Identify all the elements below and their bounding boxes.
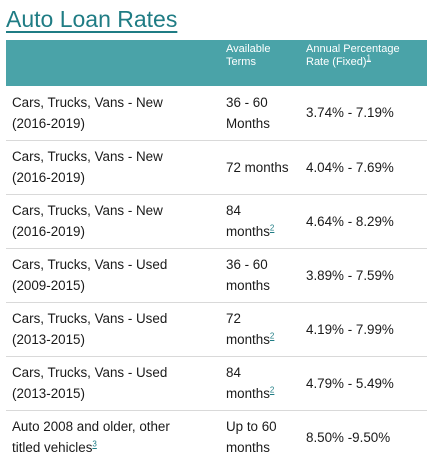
- table-row: Cars, Trucks, Vans - Used (2013-2015) 84 mo…: [6, 356, 427, 411]
- terms-line1: Up to 60: [226, 419, 277, 435]
- available-terms-cell: 36 - 60 months: [216, 248, 298, 303]
- header-apr-line1: Annual Percentage: [306, 43, 400, 55]
- vehicle-type-line2: (2013-2015): [12, 386, 85, 401]
- table-row: Cars, Trucks, Vans - Used (2013-2015) 72 mo…: [6, 302, 427, 357]
- footnote-2-link[interactable]: 2: [269, 331, 275, 341]
- terms-line2: months: [226, 332, 270, 347]
- terms-line1: 72: [226, 311, 241, 326]
- table-row: Cars, Trucks, Vans - New (2016-2019) 72 mo…: [6, 140, 427, 195]
- table-header-row: Available Terms Annual Percentage Rate (Fi…: [6, 40, 427, 86]
- vehicle-type-line1: Cars, Trucks, Vans - Used: [12, 365, 168, 380]
- vehicle-type-line1: Cars, Trucks, Vans - Used: [12, 257, 168, 272]
- vehicle-type-cell: Cars, Trucks, Vans - New (2016-2019): [6, 140, 216, 195]
- terms-line1: 36 - 60: [226, 94, 268, 110]
- vehicle-type-cell: Auto 2008 and older, other titled vehicle…: [6, 410, 216, 464]
- terms-line2: Months: [226, 115, 270, 131]
- vehicle-type-cell: Cars, Trucks, Vans - Used (2013-2015): [6, 302, 216, 357]
- footnote-3-link[interactable]: 3: [92, 439, 97, 449]
- available-terms-cell: 72 months: [216, 140, 298, 195]
- terms-line2: months: [226, 440, 270, 456]
- terms-line1: 72 months: [226, 159, 289, 175]
- auto-loan-rates-table: Available Terms Annual Percentage Rate (Fi…: [6, 40, 427, 464]
- footnote-2-link[interactable]: 2: [269, 385, 275, 395]
- apr-cell: 4.64% - 8.29%: [298, 194, 427, 249]
- apr-cell: 8.50% -9.50%: [306, 429, 391, 445]
- apr-cell: 3.89% - 7.59%: [298, 248, 427, 303]
- table-row: Cars, Trucks, Vans - New (2016-2019) 36 - …: [6, 86, 427, 141]
- apr-cell: 4.79% - 5.49%: [298, 356, 427, 411]
- header-available-terms: Available Terms: [216, 40, 298, 86]
- terms-line1: 36 - 60: [226, 257, 268, 272]
- vehicle-type-line2: (2009-2015): [12, 278, 85, 293]
- table-row: Auto 2008 and older, other titled vehicle…: [6, 410, 427, 464]
- terms-line2: months: [226, 224, 270, 239]
- vehicle-type-cell: Cars, Trucks, Vans - Used (2013-2015): [6, 356, 216, 411]
- vehicle-type-line1: Cars, Trucks, Vans - Used: [12, 311, 168, 326]
- vehicle-type-cell: Cars, Trucks, Vans - New (2016-2019): [6, 194, 216, 249]
- apr-cell: 3.74% - 7.19%: [298, 86, 427, 141]
- available-terms-cell: 36 - 60 Months: [216, 86, 298, 141]
- table-row: Cars, Trucks, Vans - Used (2009-2015) 36 -…: [6, 248, 427, 303]
- table-row: Cars, Trucks, Vans - New (2016-2019) 84 mon…: [6, 194, 427, 249]
- page-title-link[interactable]: Auto Loan Rates: [6, 6, 178, 32]
- vehicle-type-cell: Cars, Trucks, Vans - New (2016-2019): [6, 86, 216, 141]
- vehicle-type-line2: (2016-2019): [12, 224, 85, 239]
- header-vehicle-type: [6, 40, 216, 86]
- vehicle-type-line2: (2016-2019): [12, 115, 85, 131]
- apr-cell: 4.19% - 7.99%: [298, 302, 427, 357]
- vehicle-type-line1: Cars, Trucks, Vans - New: [12, 149, 163, 164]
- available-terms-cell: 72 months2: [216, 302, 298, 357]
- terms-line1: 84: [226, 203, 241, 218]
- header-terms-line2: Terms: [226, 56, 256, 68]
- footnote-2-link[interactable]: 2: [269, 223, 275, 233]
- terms-line1: 84: [226, 365, 241, 380]
- header-annual-percentage-rate: Annual Percentage Rate (Fixed)1: [298, 40, 427, 86]
- terms-line2: months: [226, 386, 270, 401]
- vehicle-type-cell: Cars, Trucks, Vans - Used (2009-2015): [6, 248, 216, 303]
- header-terms-line1: Available: [226, 43, 271, 55]
- available-terms-cell: 84 months2: [216, 356, 298, 411]
- vehicle-type-line1: Cars, Trucks, Vans - New: [12, 94, 163, 110]
- available-terms-cell: 84 months2: [216, 194, 298, 249]
- vehicle-type-line2: titled vehicles: [12, 440, 93, 456]
- header-apr-line2: Rate (Fixed): [306, 56, 367, 68]
- vehicle-type-line2: (2013-2015): [12, 332, 85, 347]
- apr-cell: 4.04% - 7.69%: [298, 140, 427, 195]
- vehicle-type-line1: Cars, Trucks, Vans - New: [12, 203, 163, 218]
- terms-line2: months: [226, 278, 270, 293]
- vehicle-type-line1: Auto 2008 and older, other: [12, 419, 170, 435]
- footnote-1-link[interactable]: 1: [366, 53, 371, 63]
- available-terms-cell: Up to 60 months: [216, 410, 298, 464]
- vehicle-type-line2: (2016-2019): [12, 170, 85, 185]
